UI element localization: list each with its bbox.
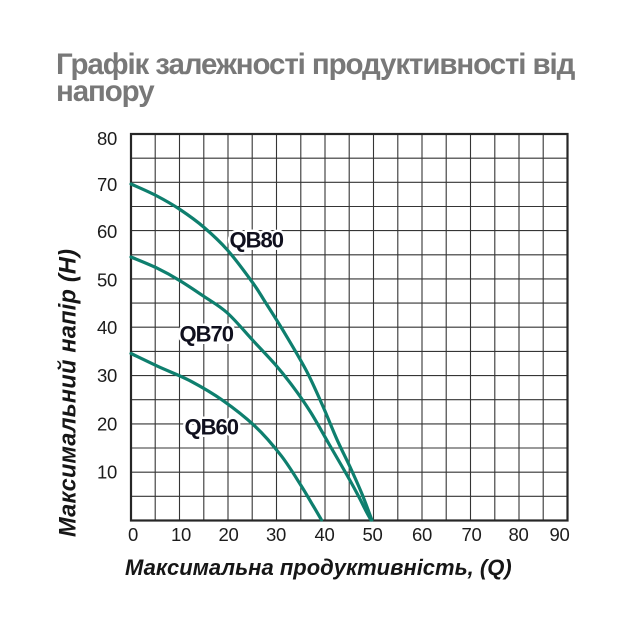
svg-text:60: 60 — [97, 221, 117, 242]
svg-text:30: 30 — [266, 524, 286, 545]
svg-text:10: 10 — [171, 524, 191, 545]
svg-text:0: 0 — [128, 524, 138, 545]
svg-text:80: 80 — [97, 128, 117, 149]
svg-text:20: 20 — [219, 524, 239, 545]
svg-text:10: 10 — [97, 462, 117, 483]
svg-text:QB80: QB80 — [230, 228, 284, 253]
svg-text:60: 60 — [412, 524, 432, 545]
svg-text:20: 20 — [97, 413, 117, 434]
svg-text:40: 40 — [315, 524, 335, 545]
svg-text:70: 70 — [97, 174, 117, 195]
svg-text:70: 70 — [462, 524, 482, 545]
svg-text:40: 40 — [97, 317, 117, 338]
svg-text:80: 80 — [509, 524, 529, 545]
svg-text:90: 90 — [550, 524, 570, 545]
svg-text:50: 50 — [363, 524, 383, 545]
svg-text:Максимальний напір (Н): Максимальний напір (Н) — [56, 249, 82, 537]
svg-text:QB60: QB60 — [185, 415, 239, 440]
svg-text:30: 30 — [97, 365, 117, 386]
svg-text:50: 50 — [97, 269, 117, 290]
svg-text:Максимальна продуктивність, (Q: Максимальна продуктивність, (Q) — [125, 555, 512, 580]
svg-text:QB70: QB70 — [180, 322, 234, 347]
